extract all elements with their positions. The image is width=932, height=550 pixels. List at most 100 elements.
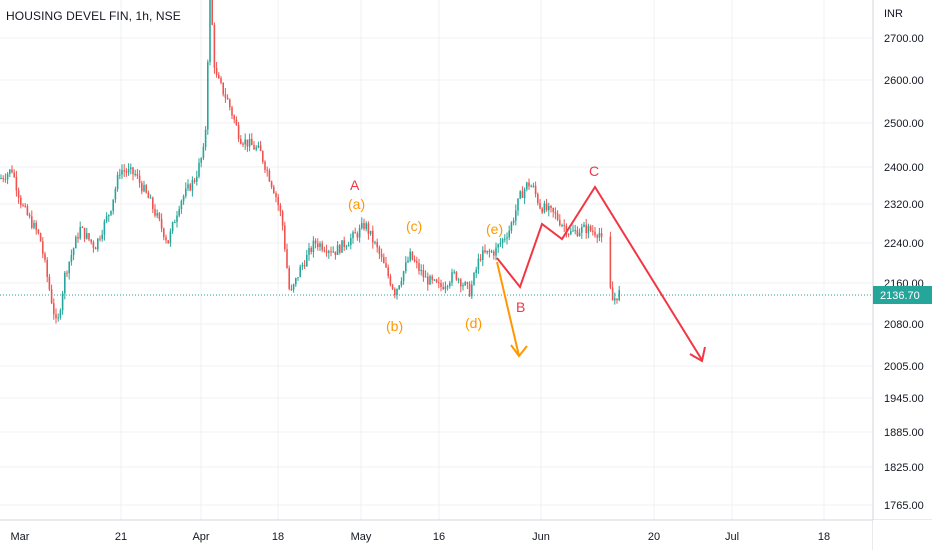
candle-body [442,286,444,290]
candle-body [160,219,163,229]
candle-body [400,281,403,286]
red-arrowhead [689,346,706,363]
candle-body [433,279,436,281]
candle-body [552,207,554,212]
candle-body [167,240,169,244]
candle-body [528,182,530,187]
candle-body [457,279,460,281]
candle-body [226,97,229,100]
candle-body [200,158,202,163]
price-tick: 1945.00 [884,393,924,405]
candle-body [363,223,365,229]
candle-body [288,268,290,289]
candle-body [207,62,209,130]
candle-body [541,208,543,213]
candle-body [550,205,552,208]
candle-body [244,139,246,145]
candle-body [556,213,559,220]
candle-body [539,203,541,209]
last-price-badge [873,286,932,304]
candle-body [330,251,332,253]
candle-body [70,255,73,262]
candle-body [127,169,130,173]
candle-body [396,288,398,296]
candle-body [444,286,447,290]
candle-body [361,223,363,229]
candle-body [196,176,198,182]
candle-body [589,226,592,231]
candle-body [350,238,352,245]
candle-body [563,225,565,227]
candle-body [508,230,510,238]
candle-body [358,228,361,238]
candle-body [598,233,601,238]
candle-body [523,189,526,198]
candle-body [262,151,264,162]
candle-body [391,284,394,290]
candle-body [165,237,167,241]
candle-body [204,129,207,147]
candle-body [438,282,440,284]
price-tick: 1885.00 [884,427,924,439]
time-tick: Apr [192,531,209,543]
candle-body [193,180,196,182]
candle-body [59,310,62,318]
candle-body [198,162,200,177]
candle-body [319,243,321,248]
candle-body [0,177,2,179]
candle-body [490,251,493,253]
candle-body [570,231,572,235]
candle-body [90,239,92,243]
candle-body [163,228,165,238]
time-tick: Jul [725,531,739,543]
candle-body [105,216,108,222]
candle-body [497,244,499,248]
candle-body [79,227,81,239]
candle-body [376,242,378,248]
candle-body [125,171,128,173]
candle-body [22,204,24,206]
candle-body [182,195,185,201]
candle-body [303,265,306,267]
candle-body [517,198,519,211]
candle-body [55,314,57,319]
candle-body [147,192,150,199]
candle-body [383,257,385,264]
wave-label-c: (c) [406,218,422,234]
price-axis-labels: 2700.00 2600.00 2500.00 2400.00 2320.00 … [884,33,924,512]
vertical-gridlines [120,0,825,520]
candle-body [132,167,134,175]
candle-body [273,186,275,194]
candle-body [72,248,75,256]
candle-body [57,317,59,319]
candle-body [418,262,420,271]
candle-body [240,139,242,144]
candle-body [504,238,506,240]
candle-body [114,189,117,200]
candle-body [83,227,86,239]
candle-body [334,251,337,255]
candle-body [6,173,9,180]
price-tick: 1825.00 [884,462,924,474]
candle-body [281,211,284,226]
orange-arrowhead [510,344,528,358]
candle-body [519,191,521,199]
time-axis-labels: Mar 21 Apr 18 May 16 Jun 20 Jul 18 [11,531,831,543]
candle-body [141,183,143,192]
candle-body [429,276,431,285]
candle-body [477,258,480,270]
candle-body [24,205,26,207]
last-price-value: 2136.70 [880,290,920,302]
candle-body [68,261,70,274]
candle-body [554,211,557,214]
wave-label-C: C [589,163,599,179]
candle-body [66,272,68,274]
candle-body [33,222,35,228]
candle-body [88,233,90,240]
candle-body [180,200,183,210]
candle-body [574,230,576,232]
candle-body [387,267,389,277]
candle-body [583,224,585,227]
candle-body [312,240,315,253]
